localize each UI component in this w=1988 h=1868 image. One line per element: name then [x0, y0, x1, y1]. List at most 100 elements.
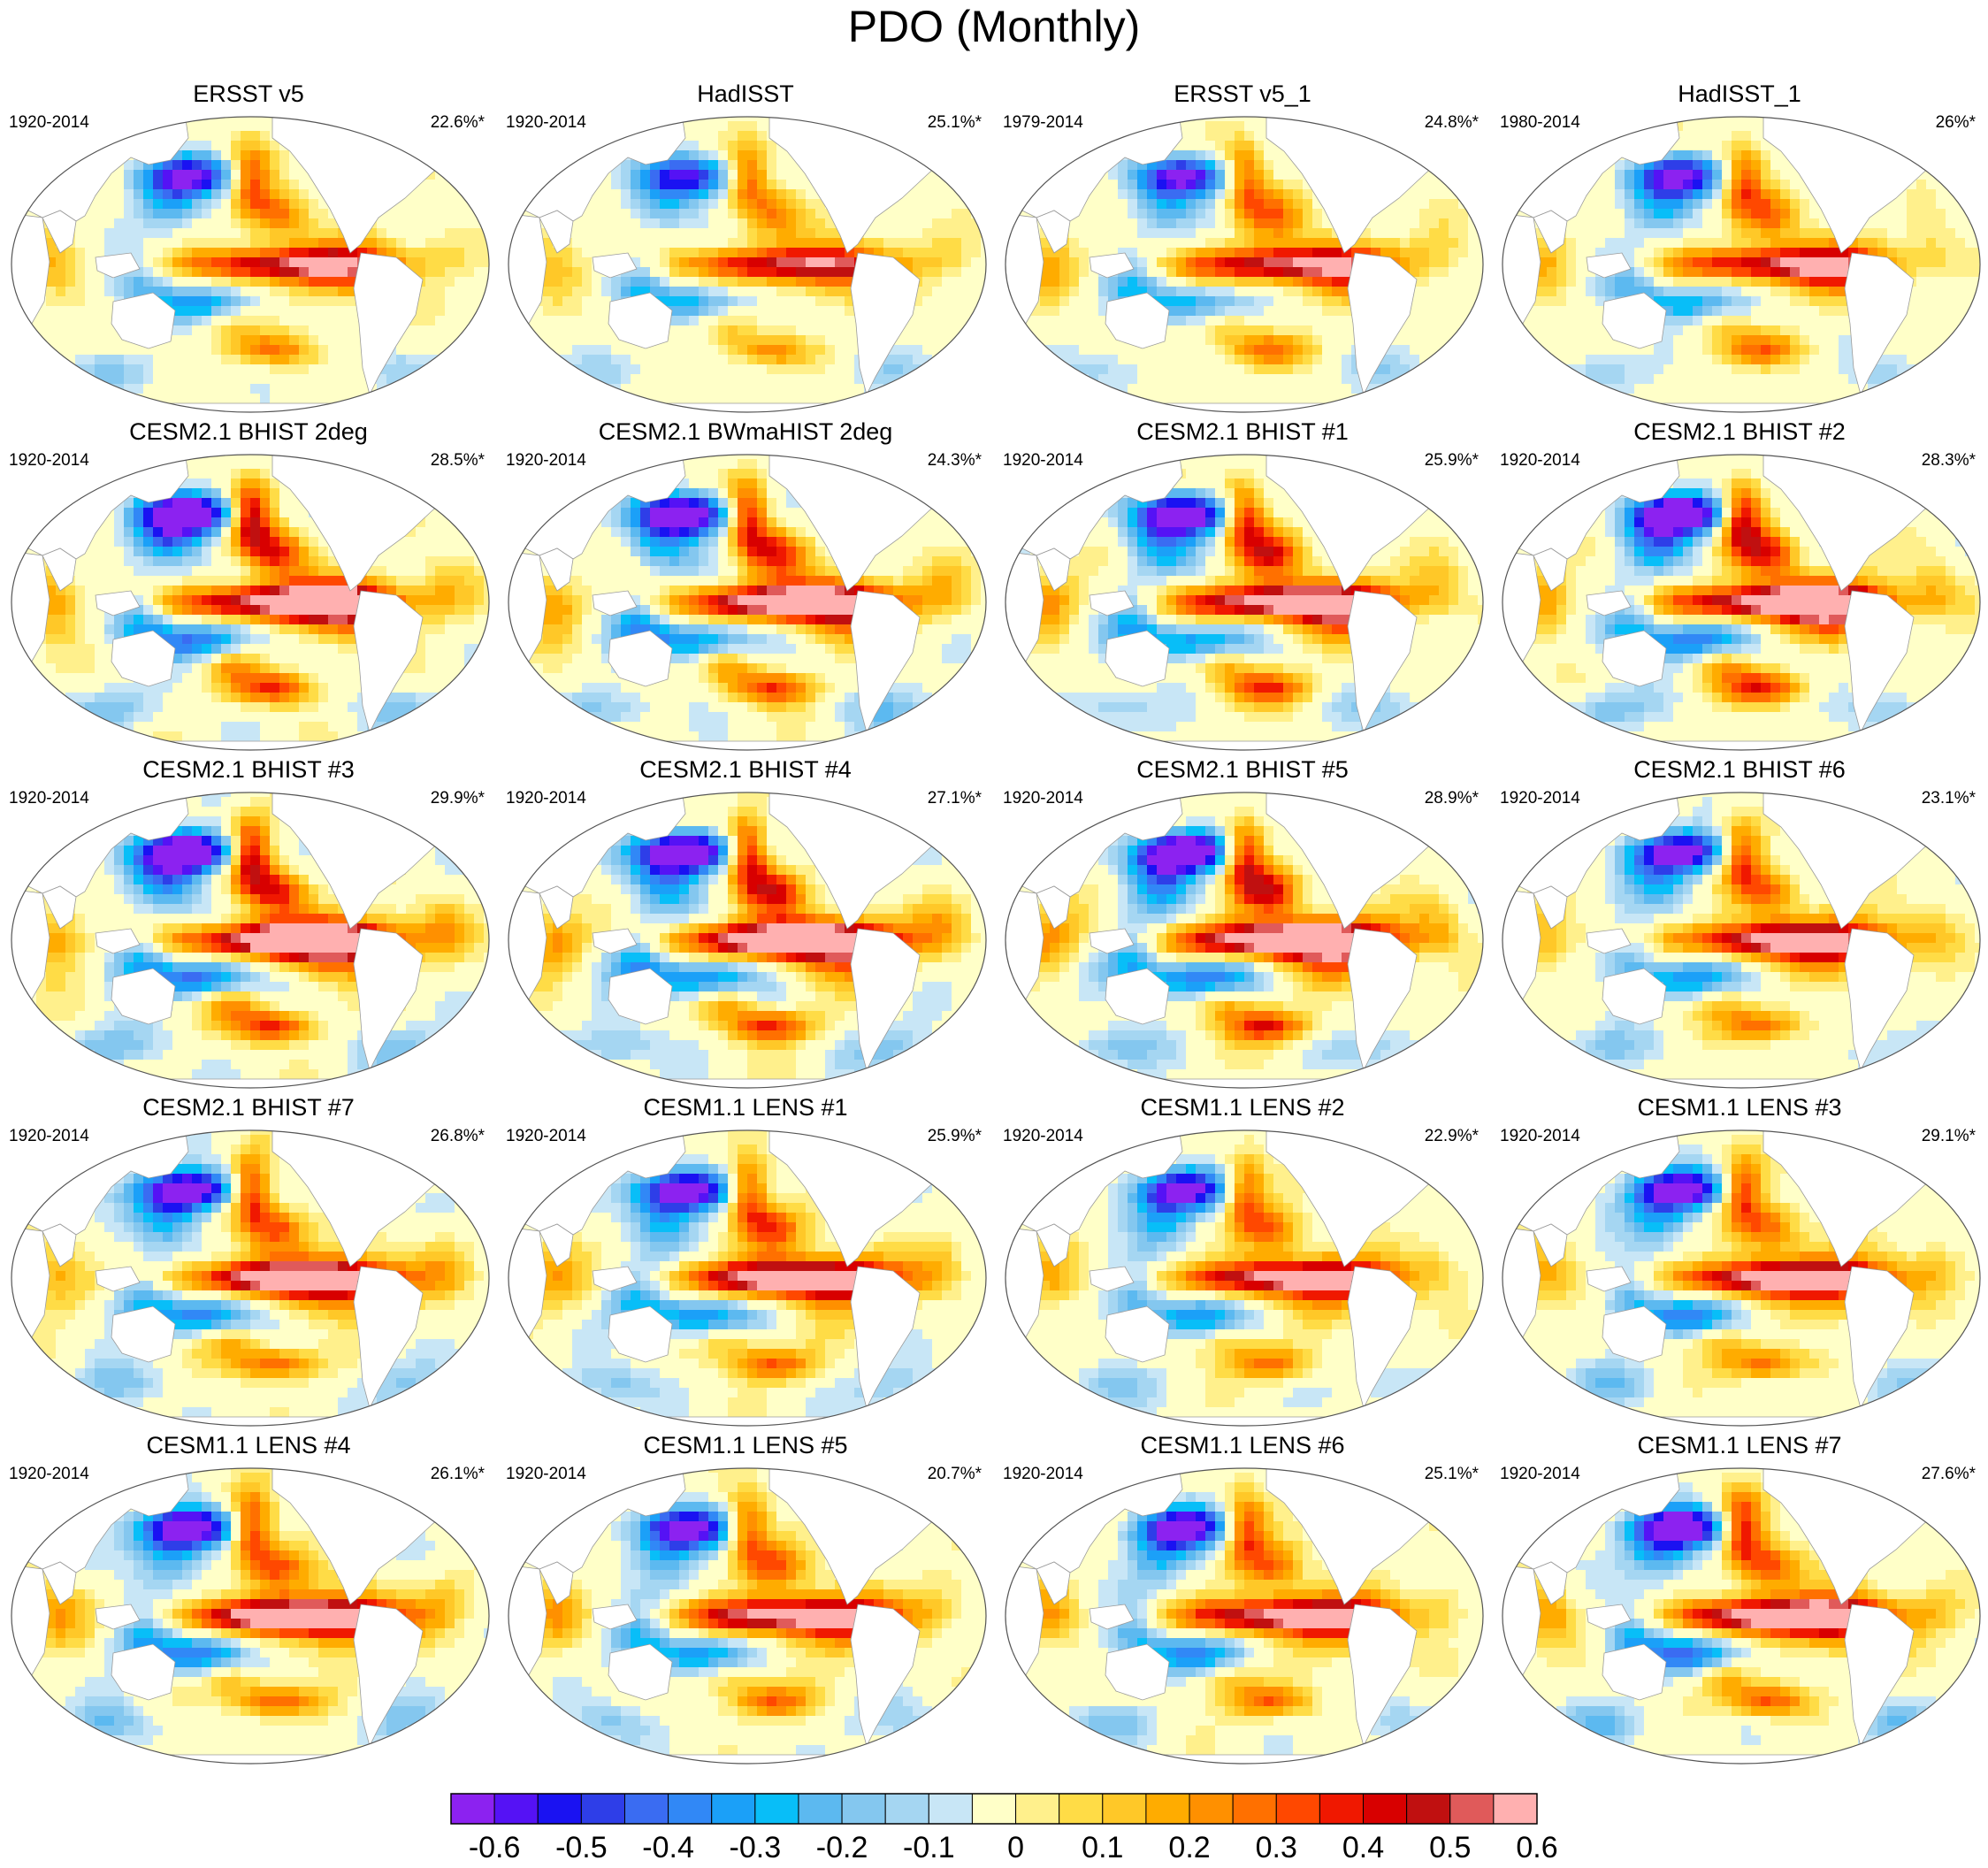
land-antarctica [11, 740, 489, 750]
figure-title: PDO (Monthly) [0, 0, 1988, 53]
land-south-america [850, 1266, 921, 1410]
panel-variance: 27.1%* [928, 789, 982, 808]
land-maritime-continent [592, 1604, 638, 1630]
land-antarctica [1005, 1416, 1483, 1426]
panel-title: CESM1.1 LENS #6 [994, 1431, 1491, 1459]
land-arabia-india [42, 885, 77, 930]
panel-title: CESM1.1 LENS #1 [497, 1093, 994, 1122]
land-south-america [1844, 1604, 1915, 1748]
panel-variance: 23.1%* [1922, 789, 1976, 808]
colorbar-swatch [1145, 1793, 1190, 1825]
land-arabia-india [1533, 547, 1568, 592]
panel-period: 1920-2014 [1003, 1465, 1083, 1484]
land-australia [608, 292, 673, 349]
land-south-america [1844, 590, 1915, 734]
colorbar-label: 0.4 [1342, 1831, 1384, 1864]
sst-field [1005, 1468, 1483, 1764]
sst-field [508, 117, 986, 412]
panel-title: CESM2.1 BHIST #7 [0, 1093, 497, 1122]
map-panel: CESM1.1 LENS #4 1920-2014 26.1%* [0, 1431, 497, 1769]
land-arabia-india [539, 1561, 574, 1605]
colorbar-label: -0.4 [642, 1831, 694, 1864]
colorbar-swatch [1189, 1793, 1234, 1825]
land-south-america [1844, 252, 1915, 396]
land-antarctica [1005, 1078, 1483, 1088]
map-panel: CESM2.1 BHIST #7 1920-2014 26.8%* [0, 1093, 497, 1431]
map-border [1005, 1129, 1484, 1427]
panel-variance: 25.9%* [1425, 451, 1479, 471]
land-south-america [353, 1604, 424, 1748]
land-arabia-india [539, 1223, 574, 1267]
land-antarctica [11, 1078, 489, 1088]
map-border [11, 116, 490, 413]
sst-field [1502, 117, 1980, 412]
land-arabia-india [42, 210, 77, 254]
panel-period: 1920-2014 [506, 1465, 586, 1484]
colorbar-label: -0.1 [903, 1831, 955, 1864]
panel-title: HadISST_1 [1491, 80, 1988, 108]
pdo-map [1502, 454, 1981, 751]
pdo-map [508, 1467, 987, 1765]
land-arabia-india [42, 1561, 77, 1605]
panel-variance: 25.1%* [1425, 1465, 1479, 1484]
colorbar-swatch [1275, 1793, 1320, 1825]
land-antarctica [1502, 1416, 1980, 1426]
colorbar-swatch [1493, 1793, 1538, 1825]
pdo-map [11, 116, 490, 413]
land-arabia-india [539, 885, 574, 930]
sst-field [1502, 1130, 1980, 1426]
panel-variance: 28.9%* [1425, 789, 1479, 808]
panel-period: 1979-2014 [1003, 113, 1083, 133]
panel-variance: 24.8%* [1425, 113, 1479, 133]
pdo-map [508, 1129, 987, 1427]
panel-variance: 26.8%* [431, 1127, 485, 1146]
colorbar-swatch [1363, 1793, 1408, 1825]
colorbar-swatch [841, 1793, 886, 1825]
panel-period: 1920-2014 [9, 789, 89, 808]
colorbar-label: 0.2 [1168, 1831, 1210, 1864]
land-south-america [1347, 1604, 1418, 1748]
panel-title: CESM1.1 LENS #5 [497, 1431, 994, 1459]
pdo-map [1502, 1129, 1981, 1427]
pdo-map [11, 1129, 490, 1427]
colorbar-swatch [884, 1793, 929, 1825]
land-arabia-india [1533, 1561, 1568, 1605]
pdo-map [1005, 1467, 1484, 1765]
panel-title: CESM1.1 LENS #3 [1491, 1093, 1988, 1122]
land-south-america [1844, 928, 1915, 1072]
map-panel: CESM2.1 BHIST #5 1920-2014 28.9%* [994, 755, 1491, 1093]
pdo-map [1005, 1129, 1484, 1427]
colorbar-border [450, 1793, 1538, 1825]
map-panel: CESM2.1 BWmaHIST 2deg 1920-2014 24.3%* [497, 417, 994, 755]
map-border [1502, 1129, 1981, 1427]
panel-variance: 29.9%* [431, 789, 485, 808]
map-panel: CESM2.1 BHIST #3 1920-2014 29.9%* [0, 755, 497, 1093]
map-panel: CESM1.1 LENS #7 1920-2014 27.6%* [1491, 1431, 1988, 1769]
map-border [508, 1129, 987, 1427]
land-maritime-continent [95, 1604, 141, 1630]
colorbar-swatch [1102, 1793, 1147, 1825]
map-border [1502, 792, 1981, 1089]
colorbar-swatch [711, 1793, 756, 1825]
land-arabia-india [1036, 210, 1071, 254]
map-panel: CESM2.1 BHIST #2 1920-2014 28.3%* [1491, 417, 1988, 755]
land-south-america [1347, 252, 1418, 396]
land-arabia-india [42, 547, 77, 592]
sst-field [11, 455, 489, 750]
land-maritime-continent [1089, 252, 1135, 279]
panel-title: CESM1.1 LENS #4 [0, 1431, 497, 1459]
colorbar-swatch [623, 1793, 669, 1825]
land-maritime-continent [95, 1266, 141, 1292]
land-maritime-continent [592, 1266, 638, 1292]
land-maritime-continent [1586, 1604, 1632, 1630]
panel-period: 1920-2014 [1003, 789, 1083, 808]
land-south-america [353, 590, 424, 734]
sst-field [508, 455, 986, 750]
land-australia [1602, 1305, 1667, 1363]
panel-period: 1920-2014 [9, 113, 89, 133]
map-panel: HadISST_1 1980-2014 26%* [1491, 80, 1988, 417]
land-antarctica [11, 1754, 489, 1764]
map-border [11, 1129, 490, 1427]
land-maritime-continent [1586, 252, 1632, 279]
land-antarctica [508, 740, 986, 750]
